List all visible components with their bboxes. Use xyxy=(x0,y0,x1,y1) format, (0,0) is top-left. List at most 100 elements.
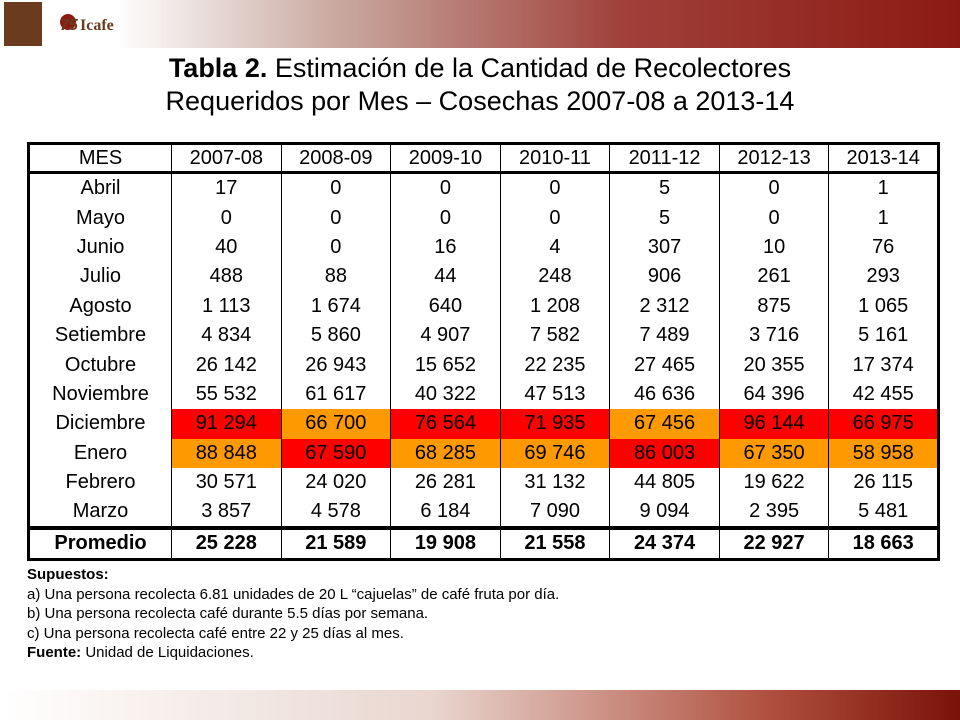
cell: 16 xyxy=(390,232,501,263)
title-label: Tabla 2. xyxy=(168,53,268,83)
cell: 68 285 xyxy=(390,438,501,468)
cell: 30 571 xyxy=(171,467,282,498)
cell: 22 235 xyxy=(499,350,611,380)
cell: 25 228 xyxy=(171,527,282,560)
row-label: Promedio xyxy=(28,527,172,560)
cell: 69 746 xyxy=(499,438,611,468)
cell: 640 xyxy=(390,291,501,321)
logo: 75 Icafe xyxy=(4,2,114,46)
cell: 0 xyxy=(171,203,282,233)
cell: 96 144 xyxy=(718,409,830,439)
cell: 76 xyxy=(828,232,939,263)
row-label: Abril xyxy=(28,172,172,204)
cell: 47 513 xyxy=(499,379,611,410)
cell: 0 xyxy=(280,203,392,233)
cell: 40 322 xyxy=(390,379,501,410)
cell: 86 003 xyxy=(609,438,720,468)
cell: 6 184 xyxy=(390,497,501,529)
cell: 24 020 xyxy=(280,467,392,498)
cell: 7 582 xyxy=(499,320,611,351)
row-label: Junio xyxy=(28,232,172,263)
column-header: 2007-08 xyxy=(171,143,282,174)
row-label: Agosto xyxy=(28,291,172,321)
cell: 46 636 xyxy=(609,379,720,410)
column-header: 2008-09 xyxy=(280,143,392,174)
table-row: Enero 88 848 67 590 68 285 69 746 86 003 67 35… xyxy=(28,438,939,468)
logo-mark xyxy=(60,14,76,30)
row-label: Diciembre xyxy=(28,409,172,439)
header-band xyxy=(0,0,960,48)
logo-number: 75 xyxy=(60,17,79,34)
cell: 0 xyxy=(718,203,830,233)
cell: 67 456 xyxy=(609,409,720,439)
cell: 261 xyxy=(718,262,830,292)
cell: 1 065 xyxy=(828,291,939,321)
cell: 875 xyxy=(718,291,830,321)
cell: 906 xyxy=(609,262,720,292)
cell: 58 958 xyxy=(828,438,939,468)
average-row: Promedio 25 228 21 589 19 908 21 558 24 374 22… xyxy=(28,527,939,560)
cell: 5 161 xyxy=(828,320,939,351)
cell: 17 xyxy=(171,172,282,204)
cell: 1 674 xyxy=(280,291,392,321)
table-row: Octubre 26 142 26 943 15 652 22 235 27 465 20 … xyxy=(28,350,939,380)
table-row: Marzo 3 857 4 578 6 184 7 090 9 094 2 395 5 481 xyxy=(28,497,939,529)
title-line: Estimación de la Cantidad de Recolectore… xyxy=(274,53,792,83)
cell: 5 481 xyxy=(828,497,939,529)
cell: 64 396 xyxy=(718,379,830,410)
cell: 0 xyxy=(499,203,611,233)
cell: 10 xyxy=(718,232,830,263)
cell: 3 716 xyxy=(718,320,830,351)
cell: 67 350 xyxy=(718,438,830,468)
cell: 9 094 xyxy=(609,497,720,529)
cell: 91 294 xyxy=(171,409,282,439)
cell: 0 xyxy=(499,172,611,204)
table-row: Setiembre 4 834 5 860 4 907 7 582 7 489 3 716 5… xyxy=(28,320,939,351)
cell: 2 395 xyxy=(718,497,830,529)
table-row: Noviembre 55 532 61 617 40 322 47 513 46 636 6… xyxy=(28,379,939,410)
cell: 2 312 xyxy=(609,291,720,321)
cell: 19 622 xyxy=(718,467,830,498)
cell: 67 590 xyxy=(280,438,392,468)
table-row: Mayo 0 0 0 0 5 0 1 xyxy=(28,203,939,233)
cell: 1 113 xyxy=(171,291,282,321)
cell: 5 xyxy=(609,203,720,233)
note: a) Una persona recolecta 6.81 unidades d… xyxy=(27,585,560,603)
column-header: 2009-10 xyxy=(390,143,501,174)
note: c) Una persona recolecta café entre 22 y… xyxy=(27,624,404,642)
note: b) Una persona recolecta café durante 5.… xyxy=(27,605,429,622)
notes-heading: Supuestos: xyxy=(27,566,109,583)
cell: 3 857 xyxy=(171,497,282,529)
column-header: 2013-14 xyxy=(828,143,939,174)
cell: 26 281 xyxy=(390,467,501,498)
cell: 0 xyxy=(718,172,830,204)
title-line: Requeridos por Mes – Cosechas 2007-08 a … xyxy=(165,86,795,116)
source: Fuente: Unidad de Liquidaciones. xyxy=(27,643,559,663)
cell: 27 465 xyxy=(609,350,720,380)
cell: 17 374 xyxy=(828,350,939,380)
row-label: Noviembre xyxy=(28,379,172,410)
cell: 40 xyxy=(171,232,282,263)
cell: 4 834 xyxy=(171,320,282,351)
cell: 5 xyxy=(609,172,720,204)
row-label: Octubre xyxy=(28,350,172,380)
cell: 19 908 xyxy=(390,527,501,560)
table-row: Julio 488 88 44 248 906 261 293 xyxy=(28,262,939,292)
row-label: Setiembre xyxy=(28,320,172,351)
cell: 5 860 xyxy=(280,320,392,351)
data-table: MES 2007-08 2008-09 2009-10 2010-11 2011-12 20… xyxy=(27,142,940,530)
cell: 0 xyxy=(390,203,501,233)
cell: 71 935 xyxy=(499,409,611,439)
average-table: Promedio 25 228 21 589 19 908 21 558 24 374 22… xyxy=(27,526,940,562)
cell: 55 532 xyxy=(171,379,282,410)
cell: 61 617 xyxy=(280,379,392,410)
cell: 42 455 xyxy=(828,379,939,410)
cell: 22 927 xyxy=(718,527,830,560)
row-label: Mayo xyxy=(28,203,172,233)
cell: 21 558 xyxy=(499,527,611,560)
cell: 88 848 xyxy=(171,438,282,468)
cell: 44 xyxy=(390,262,501,292)
cell: 1 208 xyxy=(499,291,611,321)
cell: 76 564 xyxy=(390,409,501,439)
